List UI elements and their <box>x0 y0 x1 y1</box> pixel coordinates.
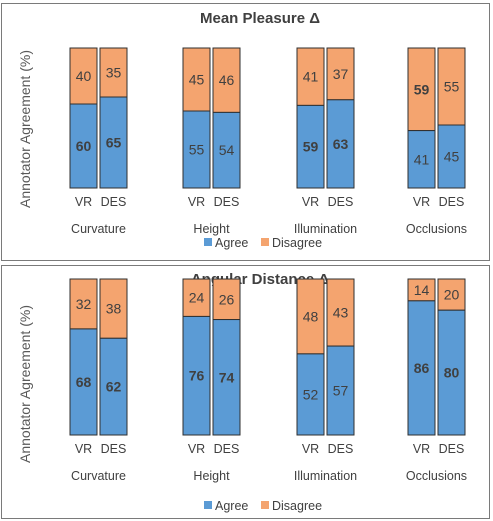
data-label-disagree: 55 <box>444 79 460 95</box>
bar-agree <box>99 337 128 436</box>
bar-disagree <box>69 278 98 330</box>
legend-label-disagree: Disagree <box>272 499 322 513</box>
data-label-disagree: 24 <box>189 290 205 306</box>
data-label-disagree: 32 <box>76 296 92 312</box>
data-label-agree: 65 <box>106 135 122 151</box>
x-tick-label: DES <box>439 195 465 209</box>
x-tick-label: VR <box>75 195 92 209</box>
data-label-disagree: 35 <box>106 65 122 81</box>
x-tick-label: VR <box>413 442 430 456</box>
bar-agree <box>437 309 466 436</box>
group-label: Height <box>193 469 230 483</box>
x-tick-label: DES <box>328 195 354 209</box>
group-label: Illumination <box>294 469 357 483</box>
bar-agree <box>296 353 325 436</box>
mean-pleasure-panel: Mean Pleasure Δ Annotator Agreement (%) … <box>1 3 490 261</box>
data-label-agree: 52 <box>303 386 319 402</box>
data-label-disagree: 38 <box>106 301 122 317</box>
data-label-disagree: 45 <box>189 72 205 88</box>
x-tick-label: DES <box>439 442 465 456</box>
group-label: Illumination <box>294 222 357 236</box>
legend-swatch-disagree <box>261 501 269 509</box>
data-label-disagree: 26 <box>219 291 235 307</box>
x-tick-label: DES <box>214 442 240 456</box>
data-label-agree: 62 <box>106 379 122 395</box>
legend-label-agree: Agree <box>215 236 248 250</box>
group-label: Curvature <box>71 222 126 236</box>
group-label: Height <box>193 222 230 236</box>
legend-label-disagree: Disagree <box>272 236 322 250</box>
bar-disagree <box>326 47 355 101</box>
data-label-agree: 86 <box>414 360 430 376</box>
data-label-disagree: 43 <box>333 305 349 321</box>
bar-agree <box>182 110 211 189</box>
data-label-agree: 60 <box>76 138 92 154</box>
data-label-agree: 45 <box>444 149 460 165</box>
bar-agree <box>69 103 98 189</box>
mean-pleasure-chart: Mean Pleasure Δ Annotator Agreement (%) … <box>17 10 467 250</box>
legend-label-agree: Agree <box>215 499 248 513</box>
bar-disagree <box>296 278 325 355</box>
data-label-agree: 74 <box>219 369 235 385</box>
bar-disagree <box>326 278 355 347</box>
data-label-disagree: 46 <box>219 72 235 88</box>
x-tick-label: VR <box>75 442 92 456</box>
legend-swatch-disagree <box>261 238 269 246</box>
data-label-disagree: 40 <box>76 68 92 84</box>
data-label-disagree: 37 <box>333 66 349 82</box>
data-label-agree: 41 <box>414 151 430 167</box>
group-label: Occlusions <box>406 469 467 483</box>
data-label-agree: 59 <box>303 139 319 155</box>
bar-disagree <box>99 278 128 339</box>
x-tick-label: DES <box>214 195 240 209</box>
data-label-disagree: 20 <box>444 287 460 303</box>
legend-swatch-agree <box>204 238 212 246</box>
bar-agree <box>326 99 355 189</box>
angular-distance-chart: Angular Distance Δ Annotator Agreement (… <box>17 271 467 513</box>
bar-agree <box>69 328 98 436</box>
bar-disagree <box>437 278 466 311</box>
bar-agree <box>212 319 241 436</box>
bar-agree <box>99 96 128 189</box>
bar-agree <box>296 104 325 189</box>
angular-distance-panel: Angular Distance Δ Annotator Agreement (… <box>1 265 490 519</box>
data-label-agree: 57 <box>333 383 349 399</box>
legend-swatch-agree <box>204 501 212 509</box>
y-axis-label: Annotator Agreement (%) <box>17 305 33 463</box>
bar-agree <box>437 124 466 189</box>
y-axis-label: Annotator Agreement (%) <box>17 50 33 208</box>
x-tick-label: DES <box>101 195 127 209</box>
x-tick-label: VR <box>302 442 319 456</box>
data-label-disagree: 41 <box>303 69 319 85</box>
data-label-agree: 55 <box>189 142 205 158</box>
x-tick-label: VR <box>413 195 430 209</box>
x-tick-label: DES <box>101 442 127 456</box>
data-label-agree: 63 <box>333 136 349 152</box>
data-label-disagree: 48 <box>303 308 319 324</box>
bar-agree <box>326 345 355 436</box>
bar-agree <box>182 315 211 436</box>
bar-disagree <box>212 278 241 321</box>
bar-agree <box>407 300 436 436</box>
bar-agree <box>212 111 241 189</box>
x-tick-label: DES <box>328 442 354 456</box>
x-tick-label: VR <box>188 195 205 209</box>
bar-disagree <box>182 278 211 317</box>
data-label-agree: 80 <box>444 365 460 381</box>
bar-agree <box>407 130 436 189</box>
data-label-disagree: 59 <box>414 81 430 97</box>
group-label: Occlusions <box>406 222 467 236</box>
data-label-agree: 54 <box>219 142 235 158</box>
x-tick-label: VR <box>302 195 319 209</box>
data-label-disagree: 14 <box>414 282 430 298</box>
data-label-agree: 68 <box>76 374 92 390</box>
chart-title: Mean Pleasure Δ <box>200 10 320 27</box>
data-label-agree: 76 <box>189 368 205 384</box>
group-label: Curvature <box>71 469 126 483</box>
x-tick-label: VR <box>188 442 205 456</box>
bar-disagree <box>69 47 98 105</box>
